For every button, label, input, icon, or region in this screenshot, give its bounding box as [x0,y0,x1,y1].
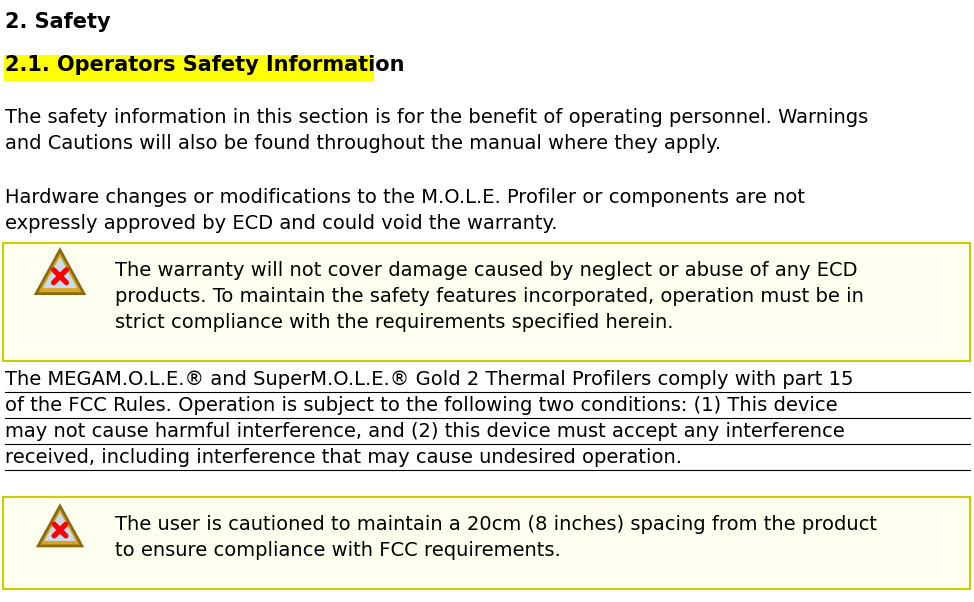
Text: The user is cautioned to maintain a 20cm (8 inches) spacing from the product: The user is cautioned to maintain a 20cm… [115,515,877,534]
Text: expressly approved by ECD and could void the warranty.: expressly approved by ECD and could void… [5,214,557,233]
FancyBboxPatch shape [4,55,374,81]
Text: The warranty will not cover damage caused by neglect or abuse of any ECD: The warranty will not cover damage cause… [115,261,857,280]
FancyBboxPatch shape [3,243,970,361]
Polygon shape [38,506,82,546]
Polygon shape [43,256,77,288]
Text: The safety information in this section is for the benefit of operating personnel: The safety information in this section i… [5,108,868,127]
Text: of the FCC Rules. Operation is subject to the following two conditions: (1) This: of the FCC Rules. Operation is subject t… [5,396,838,415]
Text: and Cautions will also be found throughout the manual where they apply.: and Cautions will also be found througho… [5,134,721,153]
Text: strict compliance with the requirements specified herein.: strict compliance with the requirements … [115,313,673,332]
Text: products. To maintain the safety features incorporated, operation must be in: products. To maintain the safety feature… [115,287,864,306]
Text: may not cause harmful interference, and (2) this device must accept any interfer: may not cause harmful interference, and … [5,422,844,441]
Text: 2.1. Operators Safety Information: 2.1. Operators Safety Information [5,55,404,75]
Polygon shape [44,512,76,541]
Text: received, including interference that may cause undesired operation.: received, including interference that ma… [5,448,682,467]
Polygon shape [36,250,84,294]
Text: The MEGAM.O.L.E.® and SuperM.O.L.E.® Gold 2 Thermal Profilers comply with part 1: The MEGAM.O.L.E.® and SuperM.O.L.E.® Gol… [5,370,853,389]
Text: 2. Safety: 2. Safety [5,12,111,32]
Text: to ensure compliance with FCC requirements.: to ensure compliance with FCC requiremen… [115,541,561,560]
FancyBboxPatch shape [3,497,970,589]
Text: Hardware changes or modifications to the M.O.L.E. Profiler or components are not: Hardware changes or modifications to the… [5,188,805,207]
